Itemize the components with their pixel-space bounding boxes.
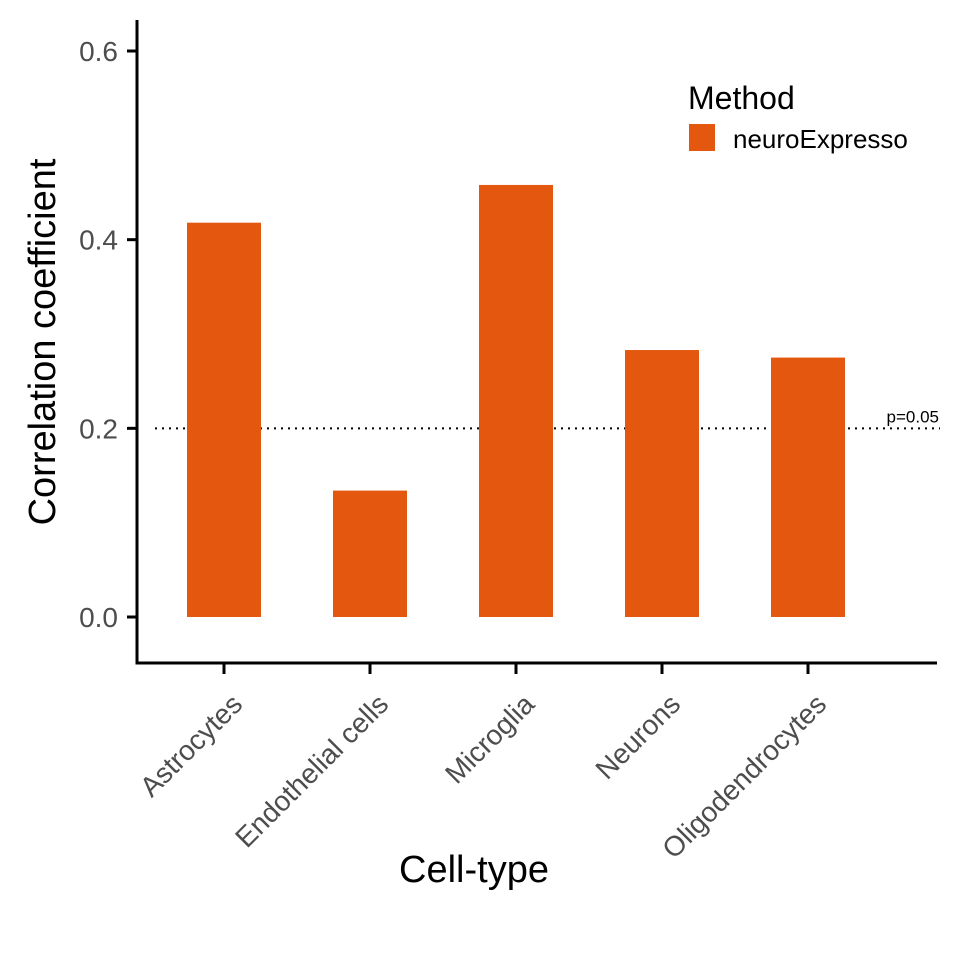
p-value-annotation: p=0.05 (887, 407, 939, 426)
legend-item-neuroexpresso: neuroExpresso (733, 124, 908, 154)
x-tick-label: Neurons (589, 688, 686, 785)
bar (625, 350, 699, 617)
bars (187, 184, 845, 618)
y-tick-label: 0.2 (79, 413, 118, 444)
y-tick-label: 0.0 (79, 602, 118, 633)
y-tick-label: 0.4 (79, 225, 118, 256)
x-tick-label: Astrocytes (134, 688, 248, 802)
x-tick-label: Endothelial cells (229, 688, 394, 853)
legend-swatch (689, 124, 715, 151)
y-axis-title: Correlation coefficient (22, 158, 64, 525)
axes (135, 20, 937, 665)
y-axis-ticks: 0.0 0.2 0.4 0.6 (79, 36, 137, 633)
y-tick-label: 0.6 (79, 36, 118, 67)
legend-title: Method (688, 80, 795, 116)
legend: Method neuroExpresso (688, 80, 908, 154)
bar (187, 222, 261, 618)
bar (333, 490, 407, 617)
bar (771, 357, 845, 617)
x-axis-title: Cell-type (399, 849, 549, 891)
bar (479, 184, 553, 617)
x-tick-label: Microglia (439, 688, 540, 789)
x-tick-label: Oligodendrocytes (656, 688, 832, 864)
